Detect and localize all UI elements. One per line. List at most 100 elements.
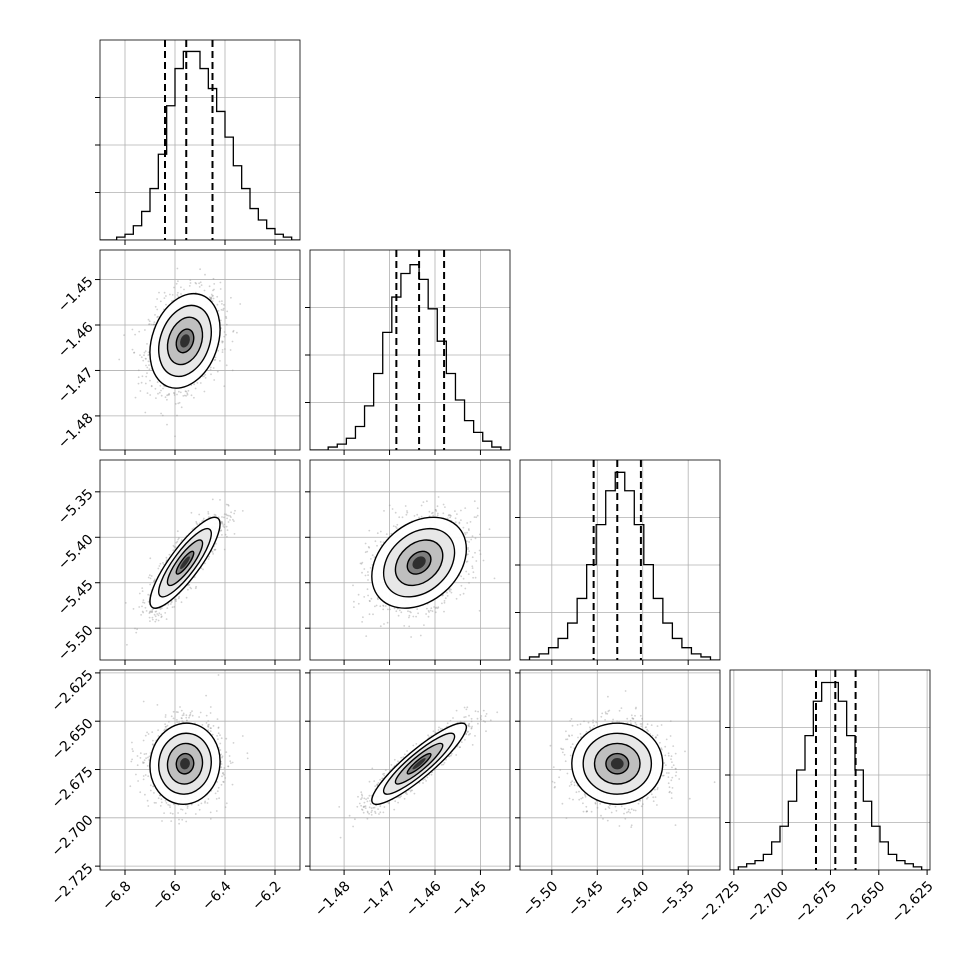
sample-point <box>149 557 152 560</box>
sample-point <box>375 604 378 607</box>
sample-point <box>431 610 434 613</box>
sample-point <box>437 512 439 515</box>
sample-point <box>225 525 228 528</box>
sample-point <box>434 509 437 511</box>
sample-point <box>166 394 169 397</box>
sample-point <box>434 607 437 610</box>
sample-point <box>460 519 462 521</box>
sample-point <box>395 527 398 529</box>
sample-point <box>202 519 205 522</box>
sample-point <box>157 619 160 622</box>
hist-panel-0-frame <box>99 39 301 241</box>
sample-point <box>468 550 470 552</box>
sample-point <box>436 514 439 517</box>
sample-point <box>417 612 419 615</box>
sample-point <box>153 580 155 583</box>
sample-point <box>216 370 219 373</box>
density-panel-1-2 <box>352 496 496 638</box>
sample-point <box>204 273 206 276</box>
sample-point <box>479 533 481 536</box>
sample-point <box>212 367 215 369</box>
sample-point <box>467 548 469 550</box>
sample-point <box>135 631 138 634</box>
sample-point <box>225 315 227 318</box>
sample-point <box>153 579 156 582</box>
sample-point <box>224 348 226 350</box>
sample-point <box>448 588 451 591</box>
sample-point <box>177 597 180 600</box>
sample-point <box>171 300 173 302</box>
x-tick-label: −2.700 <box>744 878 792 926</box>
sample-point <box>225 513 228 516</box>
sample-point <box>442 503 445 506</box>
sample-point <box>396 523 399 526</box>
sample-point <box>209 297 212 299</box>
sample-point <box>464 507 467 509</box>
sample-point <box>416 608 419 610</box>
sample-point <box>386 621 389 624</box>
sample-point <box>210 297 213 299</box>
sample-point <box>222 307 225 310</box>
sample-point <box>434 611 437 614</box>
sample-point <box>218 300 221 303</box>
sample-point <box>229 515 232 517</box>
sample-point <box>455 597 458 600</box>
sample-point <box>215 542 217 545</box>
sample-point <box>169 293 171 296</box>
sample-point <box>173 606 176 608</box>
sample-point <box>142 359 145 362</box>
sample-point <box>221 523 224 525</box>
sample-point <box>357 602 360 605</box>
sample-point <box>146 392 149 394</box>
sample-point <box>165 295 167 297</box>
sample-point <box>437 496 440 498</box>
sample-point <box>199 268 202 271</box>
sample-point <box>470 538 473 541</box>
sample-point <box>156 308 159 311</box>
sample-point <box>366 588 369 591</box>
sample-point <box>155 397 157 399</box>
sample-point <box>175 598 177 601</box>
sample-point <box>174 598 177 601</box>
sample-point <box>157 315 159 318</box>
sample-point <box>204 377 207 379</box>
sample-point <box>364 551 367 554</box>
sample-point <box>423 624 425 626</box>
sample-point <box>462 526 465 529</box>
sample-point <box>232 518 234 521</box>
sample-point <box>432 511 434 514</box>
sample-point <box>420 515 423 518</box>
sample-point <box>195 522 198 524</box>
sample-point <box>357 593 360 596</box>
sample-point <box>172 544 175 547</box>
sample-point <box>138 592 141 595</box>
sample-point <box>173 392 175 394</box>
sample-point <box>211 551 214 553</box>
sample-point <box>223 516 225 519</box>
sample-point <box>223 513 226 515</box>
sample-point <box>184 812 187 815</box>
sample-point <box>173 286 175 289</box>
sample-point <box>442 594 444 597</box>
sample-point <box>476 514 479 517</box>
sample-point <box>390 532 393 535</box>
sample-point <box>400 611 403 614</box>
sample-point <box>198 282 201 285</box>
sample-point <box>149 611 151 613</box>
sample-point <box>151 611 154 613</box>
sample-point <box>141 590 144 592</box>
sample-point <box>148 320 151 323</box>
sample-point <box>154 314 156 316</box>
sample-point <box>219 530 222 532</box>
contour-line <box>394 539 444 587</box>
sample-point <box>364 542 367 545</box>
sample-point <box>369 567 372 569</box>
sample-point <box>212 294 214 297</box>
sample-point <box>241 510 244 512</box>
sample-point <box>462 577 465 580</box>
sample-point <box>159 300 162 303</box>
sample-point <box>180 539 183 542</box>
sample-point <box>180 406 183 409</box>
sample-point <box>153 613 156 616</box>
sample-point <box>173 546 176 548</box>
